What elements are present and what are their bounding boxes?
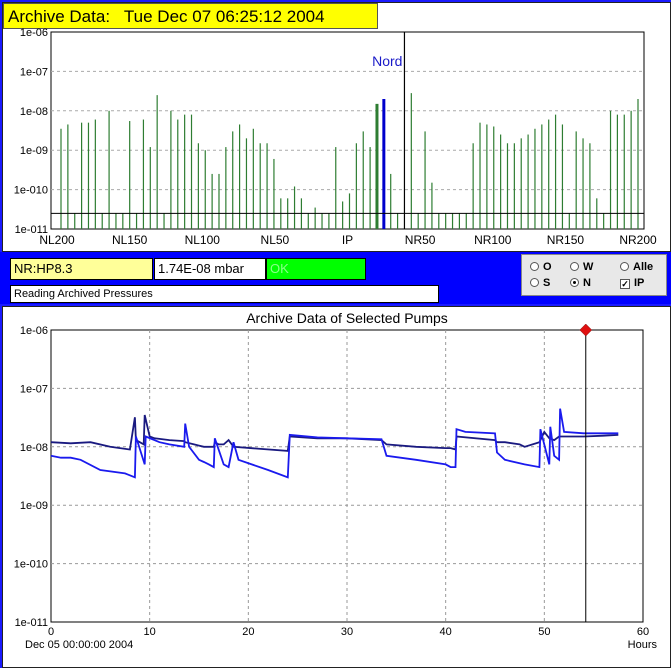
annotation-label: Nord bbox=[372, 53, 402, 69]
checkbox-icon: ✓ bbox=[620, 279, 630, 289]
x-axis-label: Hours bbox=[628, 639, 658, 651]
x-tick-label: NR150 bbox=[547, 233, 585, 247]
radio-o-icon bbox=[530, 262, 539, 271]
radio-w-icon bbox=[570, 262, 579, 271]
info-bar: NR:HP8.3 1.74E-08 mbar OK Reading Archiv… bbox=[0, 252, 671, 304]
history-panel: Archive Data of Selected Pumps 1e-06 1e-07… bbox=[2, 306, 671, 668]
y-tick-label: 1e-011 bbox=[15, 224, 48, 236]
y-tick-label: 1e-08 bbox=[20, 106, 48, 118]
selected-pump-name: NR:HP8.3 bbox=[10, 258, 153, 280]
radio-s-label: S bbox=[543, 277, 551, 289]
y-tick-label: 1e-06 bbox=[20, 27, 48, 39]
ip-checkbox-label: IP bbox=[634, 277, 645, 289]
status-indicator: OK bbox=[266, 258, 366, 280]
pressure-value: 1.74E-08 mbar bbox=[154, 258, 266, 280]
radio-n-label: N bbox=[583, 277, 591, 289]
status-message: Reading Archived Pressures bbox=[10, 285, 439, 303]
radio-alle-icon bbox=[620, 262, 629, 271]
overview-panel: Archive Data: Tue Dec 07 06:25:12 2004 1… bbox=[2, 2, 671, 252]
x-tick-label: 50 bbox=[538, 626, 550, 638]
radio-w-label: W bbox=[583, 261, 594, 273]
radio-option-alle[interactable]: Alle bbox=[620, 260, 653, 274]
radio-option-w[interactable]: W bbox=[570, 260, 593, 274]
y-tick-label: 1e-010 bbox=[14, 559, 48, 571]
x-tick-label: IP bbox=[342, 233, 353, 247]
x-tick-label: 40 bbox=[440, 626, 452, 638]
chart-title: Archive Data of Selected Pumps bbox=[246, 310, 448, 326]
region-selector: O W Alle S N ✓ IP bbox=[521, 254, 667, 296]
x-tick-label: NR50 bbox=[405, 233, 436, 247]
y-tick-label: 1e-08 bbox=[20, 442, 48, 454]
y-tick-label: 1e-06 bbox=[20, 325, 48, 337]
pump-history-chart[interactable]: Archive Data of Selected Pumps 1e-06 1e-07… bbox=[3, 307, 670, 667]
y-tick-label: 1e-07 bbox=[20, 383, 48, 395]
cursor-marker bbox=[579, 323, 593, 337]
x-tick-label: 10 bbox=[144, 626, 156, 638]
radio-option-n[interactable]: N bbox=[570, 276, 591, 290]
radio-o-label: O bbox=[543, 261, 552, 273]
radio-n-icon bbox=[570, 278, 579, 287]
y-tick-label: 1e-09 bbox=[20, 145, 48, 157]
x-tick-label: NL200 bbox=[39, 233, 75, 247]
x-tick-label: 60 bbox=[637, 626, 649, 638]
x-tick-label: NR100 bbox=[474, 233, 512, 247]
x-tick-label: 0 bbox=[48, 626, 54, 638]
x-tick-label: NL100 bbox=[185, 233, 221, 247]
y-tick-label: 1e-011 bbox=[15, 617, 48, 629]
radio-option-o[interactable]: O bbox=[530, 260, 552, 274]
y-tick-label: 1e-010 bbox=[14, 185, 48, 197]
x-tick-label: 20 bbox=[242, 626, 254, 638]
archive-title: Archive Data: Tue Dec 07 06:25:12 2004 bbox=[3, 3, 378, 29]
radio-alle-label: Alle bbox=[633, 261, 654, 273]
x-tick-label: NL50 bbox=[261, 233, 290, 247]
x-tick-label: NL150 bbox=[112, 233, 148, 247]
ip-checkbox[interactable]: ✓ IP bbox=[620, 276, 644, 290]
y-tick-label: 1e-07 bbox=[20, 66, 48, 78]
x-tick-label: 30 bbox=[341, 626, 353, 638]
y-tick-label: 1e-09 bbox=[20, 500, 48, 512]
radio-option-s[interactable]: S bbox=[530, 276, 550, 290]
x-tick-label: NR200 bbox=[619, 233, 657, 247]
x-origin-label: Dec 05 00:00:00 2004 bbox=[25, 639, 133, 651]
series-line bbox=[50, 408, 619, 479]
radio-s-icon bbox=[530, 278, 539, 287]
